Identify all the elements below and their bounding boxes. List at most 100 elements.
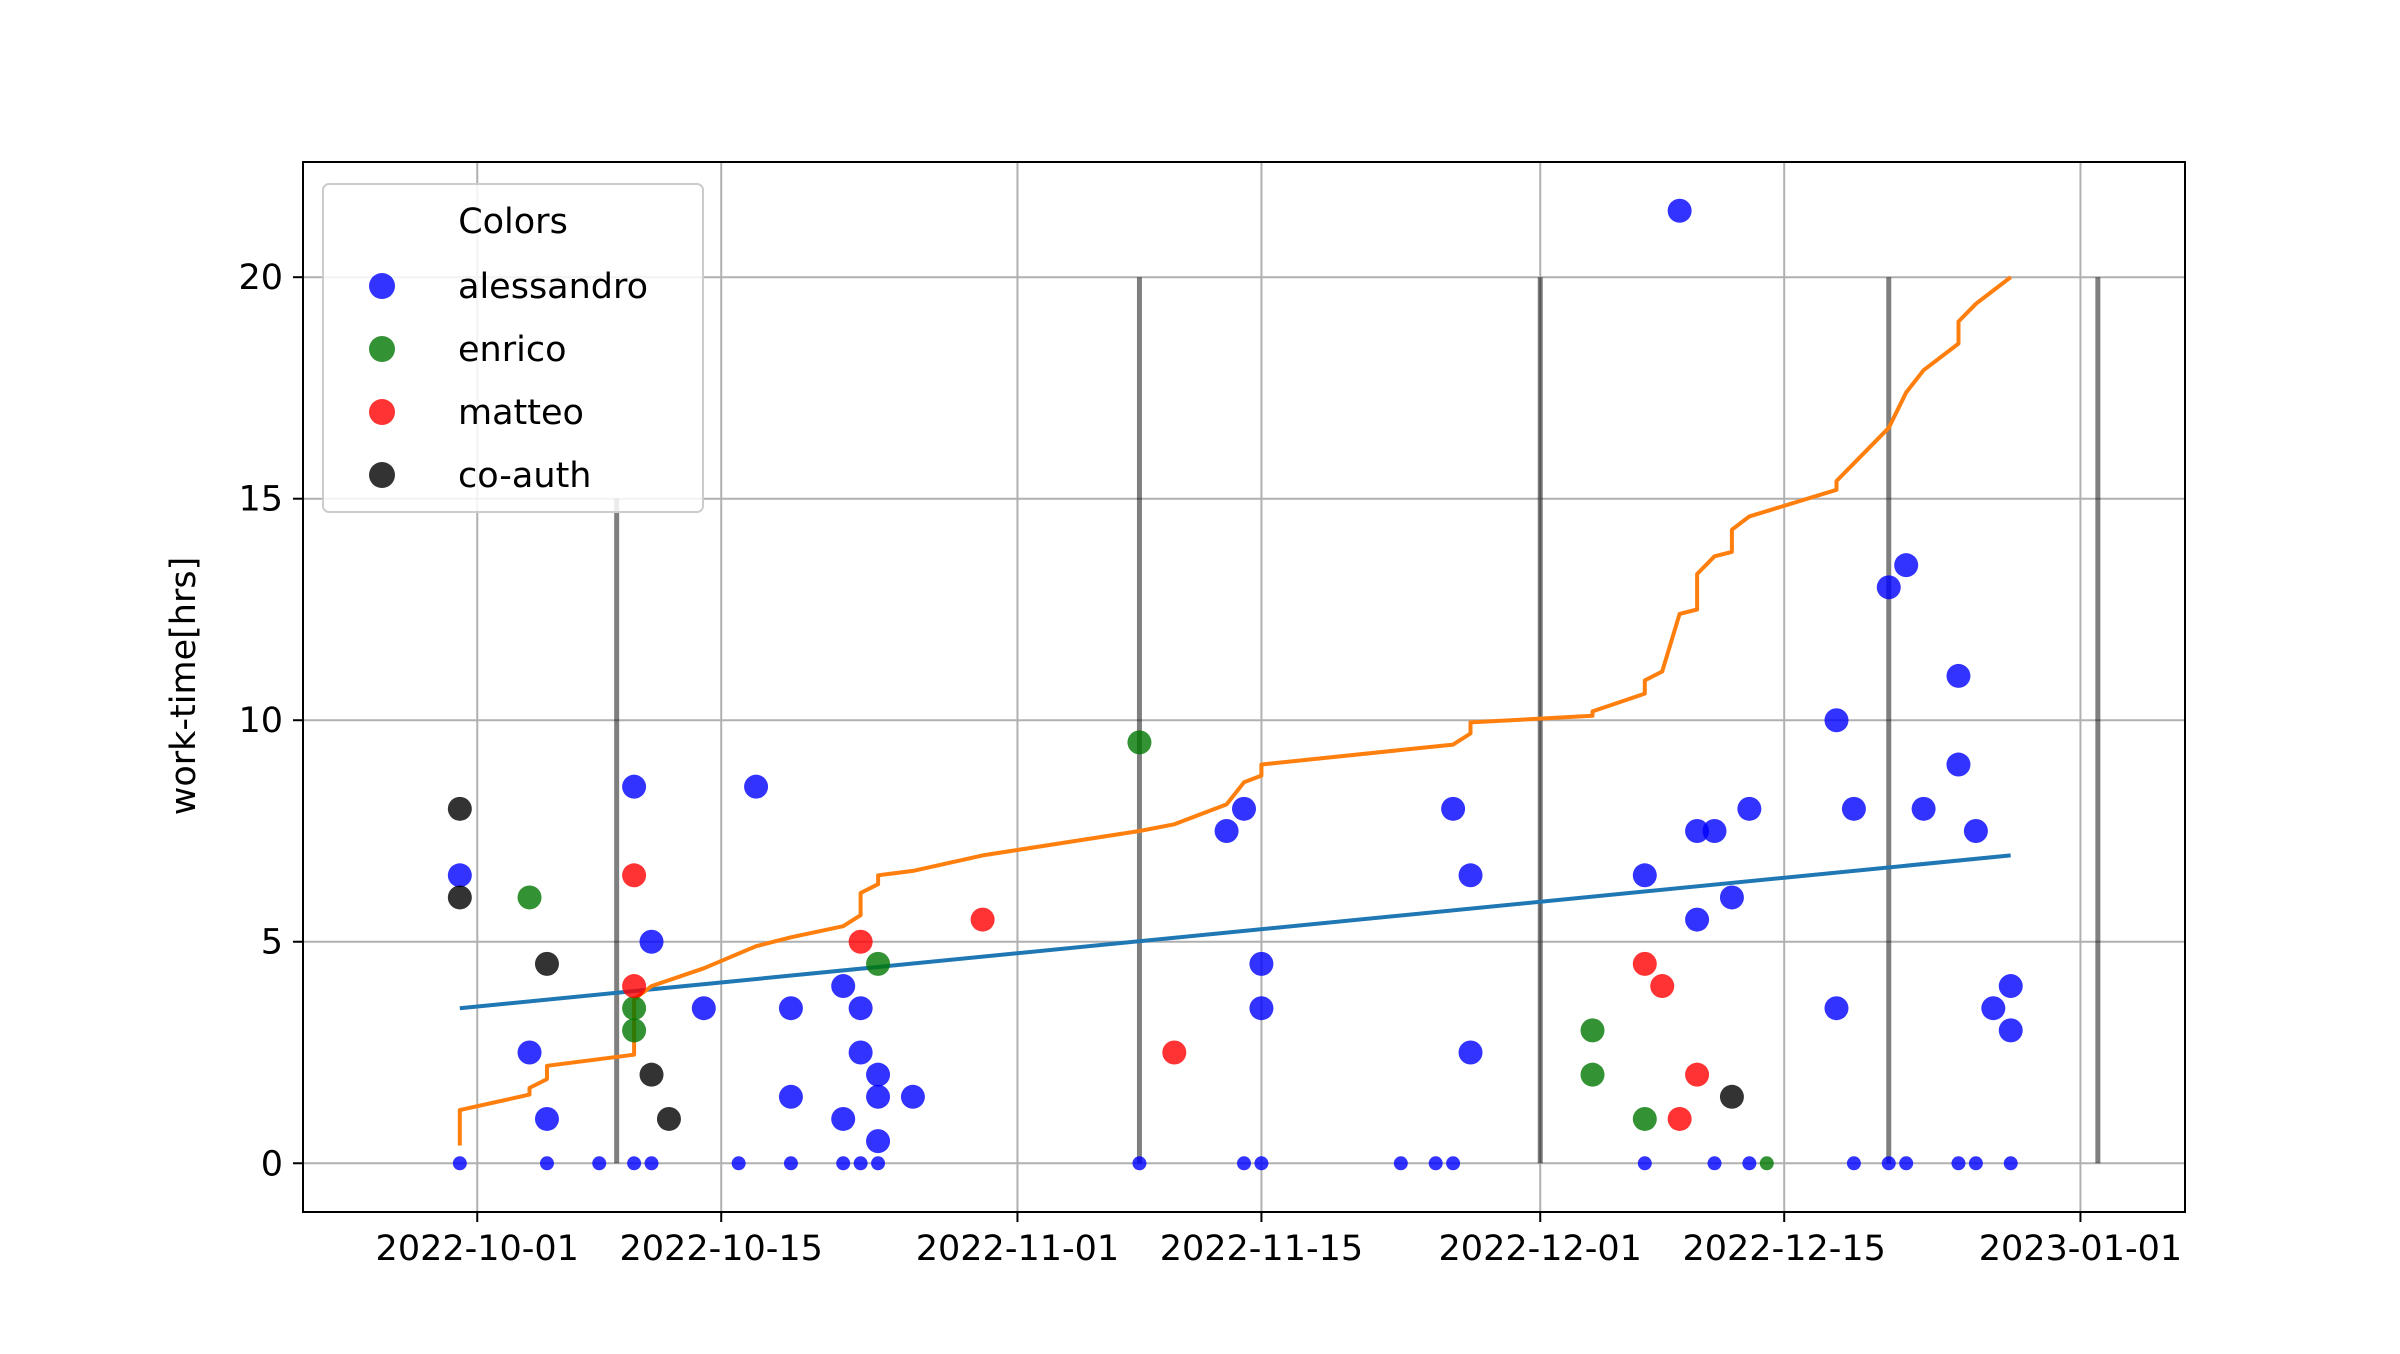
y-tick-label: 0 [261,1144,283,1184]
alessandro-point [1946,752,1971,777]
alessandro-point [1458,1040,1483,1065]
legend-marker-enrico [369,336,395,362]
alessandro-point [1894,553,1919,578]
alessandro-point [1824,708,1849,733]
alessandro-point [1685,907,1710,932]
alessandro-point [1632,863,1657,888]
x-tick-label: 2023-01-01 [1979,1229,2182,1269]
point-layer [447,198,2023,1171]
alessandro-point [1707,1156,1722,1171]
alessandro-point [831,974,856,999]
legend-marker-matteo [369,399,395,425]
matteo-point [970,907,995,932]
alessandro-point [1458,863,1483,888]
alessandro-point [1998,1018,2023,1043]
matteo-point [1685,1062,1710,1087]
enrico-point [1759,1156,1774,1171]
x-tick-label: 2022-12-01 [1439,1229,1642,1269]
y-tick-label: 5 [261,923,283,963]
alessandro-point [831,1106,856,1131]
matteo-point [1667,1106,1692,1131]
enrico-point [1580,1062,1605,1087]
enrico-point [1127,730,1152,755]
alessandro-point [1249,996,1274,1021]
plot-area-frame [302,161,2186,1213]
y-tick-label: 20 [238,258,283,298]
enrico-point [1632,1106,1657,1131]
alessandro-point [452,1156,467,1171]
y-tick-label: 10 [238,701,283,741]
enrico-point [622,996,647,1021]
alessandro-point [1846,1156,1861,1171]
alessandro-point [1963,818,1988,843]
enrico-point [622,1018,647,1043]
legend-title: Colors [458,202,568,242]
alessandro-point [1667,198,1692,223]
x-tick-label: 2022-12-15 [1683,1229,1886,1269]
legend-entries: alessandro enrico matteo co-auth [369,267,648,496]
alessandro-point [534,1106,559,1131]
co-auth-point [534,951,559,976]
x-tick-label: 2022-11-15 [1160,1229,1363,1269]
alessandro-point [1911,796,1936,821]
y-tick-label: 15 [238,480,283,520]
co-auth-point [447,796,472,821]
alessandro-point [866,1129,891,1154]
matteo-point [1162,1040,1187,1065]
enrico-point [517,885,542,910]
alessandro-point [853,1156,868,1171]
alessandro-point [691,996,716,1021]
alessandro-point [778,1084,803,1109]
alessandro-point [744,774,769,799]
alessandro-point [1254,1156,1269,1171]
alessandro-point [1214,818,1239,843]
alessandro-point [1737,796,1762,821]
matteo-point [622,863,647,888]
alessandro-point [1446,1156,1461,1171]
alessandro-point [644,1156,659,1171]
legend-label-alessandro: alessandro [458,267,648,307]
alessandro-point [517,1040,542,1065]
trend-line [459,853,2011,1011]
x-tick-label: 2022-10-01 [376,1229,579,1269]
alessandro-point [1742,1156,1757,1171]
alessandro-point [1685,818,1710,843]
alessandro-point [848,996,873,1021]
legend-label-enrico: enrico [458,330,567,370]
co-auth-point [1719,1084,1744,1109]
alessandro-point [1702,818,1727,843]
alessandro-point [1441,796,1466,821]
co-auth-point [447,885,472,910]
alessandro-point [1899,1156,1914,1171]
tick-layer: 2022-10-01 2022-10-15 2022-11-01 2022-11-15… [238,258,2182,1269]
alessandro-point [1968,1156,1983,1171]
alessandro-point [1249,951,1274,976]
alessandro-point [1981,996,2006,1021]
alessandro-point [1393,1156,1408,1171]
alessandro-point [836,1156,851,1171]
alessandro-point [866,1062,891,1087]
alessandro-point [1881,1156,1896,1171]
alessandro-point [447,863,472,888]
vertical-marker-layer [614,277,2101,1164]
matteo-point [848,929,873,954]
legend-marker-alessandro [369,273,395,299]
alessandro-point [848,1040,873,1065]
alessandro-point [2003,1156,2018,1171]
alessandro-point [1998,974,2023,999]
alessandro-point [1232,796,1256,821]
x-tick-label: 2022-11-01 [916,1229,1119,1269]
legend-label-matteo: matteo [458,393,584,433]
alessandro-point [592,1156,607,1171]
alessandro-point [778,996,803,1021]
legend-marker-co-auth [369,462,395,488]
alessandro-point [627,1156,642,1171]
legend-label-co-auth: co-auth [458,456,591,496]
enrico-point [1580,1018,1605,1043]
co-auth-point [639,1062,664,1087]
alessandro-point [539,1156,554,1171]
alessandro-point [731,1156,746,1171]
matteo-point [1650,974,1675,999]
matteo-point [1632,951,1657,976]
